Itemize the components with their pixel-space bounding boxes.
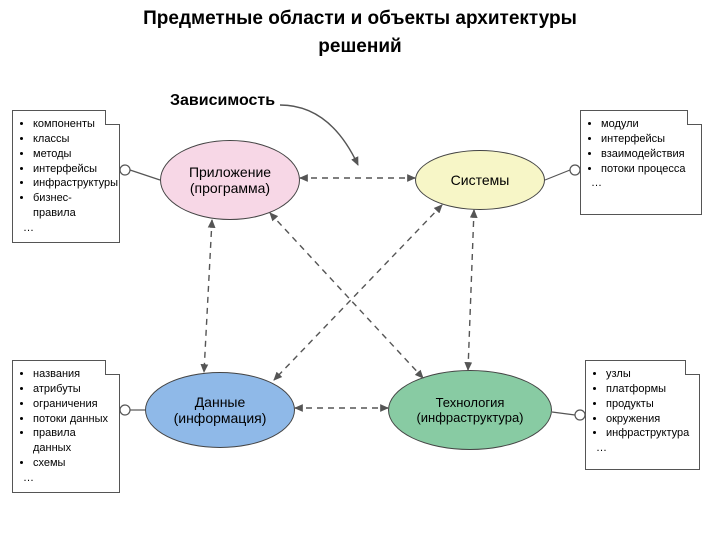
note-item: взаимодействия (601, 147, 693, 162)
note-technology: узлыплатформыпродуктыокруженияинфраструк… (585, 360, 700, 470)
note-item: атрибуты (33, 382, 111, 397)
note-item: потоки данных (33, 412, 111, 427)
note-ellipsis: … (589, 176, 693, 191)
note-item: интерфейсы (33, 162, 111, 177)
note-item: инфраструктура (606, 426, 691, 441)
note-item: потоки процесса (601, 162, 693, 177)
note-item: платформы (606, 382, 691, 397)
note-item: ограничения (33, 397, 111, 412)
note-item: узлы (606, 367, 691, 382)
dependency-label: Зависимость (170, 92, 275, 110)
note-item: инфраструктуры (33, 176, 111, 191)
page-title-line2: решений (0, 36, 720, 58)
note-item: схемы (33, 456, 111, 471)
note-item: продукты (606, 397, 691, 412)
node-technology: Технология (инфраструктура) (388, 370, 552, 450)
note-data: названияатрибутыограниченияпотоки данных… (12, 360, 120, 493)
note-systems: модулиинтерфейсывзаимодействияпотоки про… (580, 110, 702, 215)
note-item: правила данных (33, 426, 111, 456)
note-ellipsis: … (21, 221, 111, 236)
note-item: окружения (606, 412, 691, 427)
note-application: компонентыклассыметодыинтерфейсыинфрастр… (12, 110, 120, 243)
page-title-line1: Предметные области и объекты архитектуры (0, 8, 720, 30)
node-data-line2: (информация) (174, 410, 267, 426)
note-application-list: компонентыклассыметодыинтерфейсыинфрастр… (21, 117, 111, 221)
note-item: методы (33, 147, 111, 162)
note-item: классы (33, 132, 111, 147)
node-application-line1: Приложение (189, 164, 271, 180)
node-data: Данные (информация) (145, 372, 295, 448)
note-item: компоненты (33, 117, 111, 132)
note-ellipsis: … (594, 441, 691, 456)
note-item: модули (601, 117, 693, 132)
note-technology-list: узлыплатформыпродуктыокруженияинфраструк… (594, 367, 691, 441)
node-systems: Системы (415, 150, 545, 210)
note-corner-icon (687, 110, 702, 125)
note-data-list: названияатрибутыограниченияпотоки данных… (21, 367, 111, 471)
node-data-line1: Данные (195, 394, 246, 410)
node-application: Приложение (программа) (160, 140, 300, 220)
note-ellipsis: … (21, 471, 111, 486)
node-systems-line1: Системы (451, 172, 510, 188)
note-item: названия (33, 367, 111, 382)
note-systems-list: модулиинтерфейсывзаимодействияпотоки про… (589, 117, 693, 176)
node-application-line2: (программа) (190, 180, 270, 196)
node-technology-line1: Технология (436, 395, 505, 410)
node-technology-line2: (инфраструктура) (416, 410, 523, 425)
note-corner-icon (685, 360, 700, 375)
note-item: интерфейсы (601, 132, 693, 147)
note-item: бизнес-правила (33, 191, 111, 221)
note-corner-icon (105, 110, 120, 125)
note-corner-icon (105, 360, 120, 375)
